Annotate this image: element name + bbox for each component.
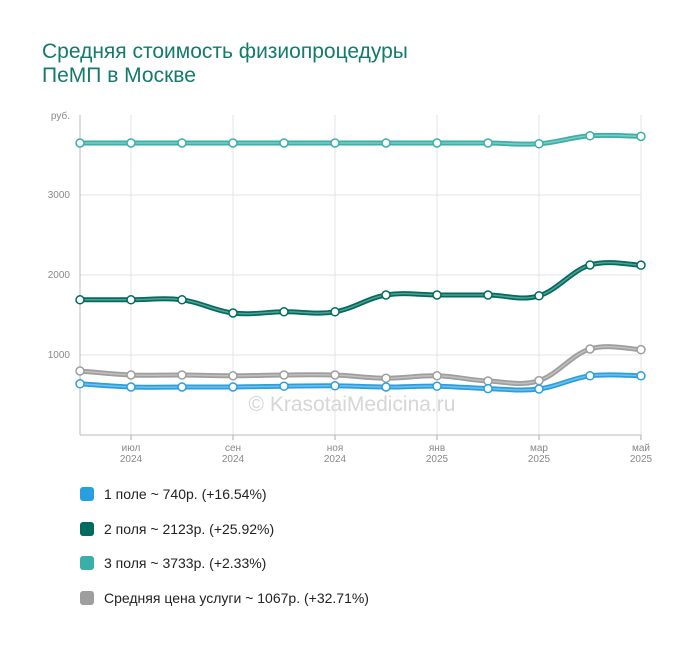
point <box>177 370 187 380</box>
point <box>585 344 595 354</box>
series-line <box>77 260 644 317</box>
point <box>381 290 391 300</box>
point <box>279 307 289 317</box>
watermark: © KrasotaiMedicina.ru <box>249 393 456 416</box>
point <box>534 375 544 386</box>
y-tick-label: 2000 <box>48 270 71 281</box>
x-tick-label: ноя 2024 <box>323 443 347 465</box>
point <box>432 290 442 300</box>
point <box>483 138 493 148</box>
point <box>534 291 544 301</box>
legend-item: 3 поля ~ 3733р. (+2.33%) <box>80 553 266 573</box>
point <box>636 131 646 142</box>
point <box>228 371 238 381</box>
point <box>126 138 136 148</box>
point <box>432 381 442 391</box>
point <box>636 344 646 355</box>
y-tick-label: 3000 <box>48 190 71 201</box>
point <box>330 307 340 317</box>
point <box>75 295 85 305</box>
point <box>279 138 289 148</box>
series-line <box>77 344 644 386</box>
point <box>381 373 391 383</box>
point <box>75 379 85 389</box>
point <box>279 381 289 391</box>
point <box>534 139 544 149</box>
point <box>228 382 238 392</box>
point <box>381 382 391 392</box>
legend-item: Средняя цена услуги ~ 1067р. (+32.71%) <box>80 588 369 608</box>
legend-swatch <box>80 521 94 536</box>
legend-label: Средняя цена услуги ~ 1067р. (+32.71%) <box>104 589 369 606</box>
point <box>126 370 136 380</box>
point <box>483 383 493 394</box>
legend-item: 2 поля ~ 2123р. (+25.92%) <box>80 519 274 539</box>
y-axis-label: руб. <box>51 110 70 122</box>
legend-swatch <box>80 556 94 570</box>
point <box>585 131 595 141</box>
legend-label: 1 поле ~ 740р. (+16.54%) <box>104 486 267 502</box>
legend-swatch <box>80 487 94 501</box>
point <box>177 382 187 392</box>
point <box>432 371 442 381</box>
point <box>585 371 595 381</box>
x-tick-label: мар 2025 <box>527 443 551 465</box>
point <box>330 370 340 380</box>
point <box>75 138 85 148</box>
legend-label: 2 поля ~ 2123р. (+25.92%) <box>104 520 275 537</box>
point <box>279 370 289 380</box>
legend-swatch <box>80 590 94 605</box>
point <box>228 308 238 318</box>
point <box>177 295 187 305</box>
point <box>126 295 136 305</box>
point <box>75 366 85 376</box>
point <box>483 290 493 300</box>
point <box>177 138 187 148</box>
x-tick-label: сен 2024 <box>221 443 245 465</box>
point <box>381 138 391 148</box>
legend-label: 3 поля ~ 3733р. (+2.33%) <box>104 555 267 571</box>
point <box>636 371 646 381</box>
chart-title: Средняя стоимость физиопроцедуры ПеМП в … <box>42 40 408 87</box>
point <box>483 376 493 386</box>
point <box>126 382 136 392</box>
point <box>432 138 442 148</box>
y-tick-label: 1000 <box>48 350 71 361</box>
point <box>228 138 238 148</box>
legend-item: 1 поле ~ 740р. (+16.54%) <box>80 484 267 504</box>
point <box>534 384 544 394</box>
point <box>585 260 595 270</box>
x-tick-label: июл 2024 <box>119 443 143 465</box>
point <box>636 260 646 270</box>
x-tick-label: май 2025 <box>629 443 653 465</box>
point <box>330 138 340 148</box>
point <box>330 381 340 391</box>
x-tick-label: янв 2025 <box>425 443 449 465</box>
